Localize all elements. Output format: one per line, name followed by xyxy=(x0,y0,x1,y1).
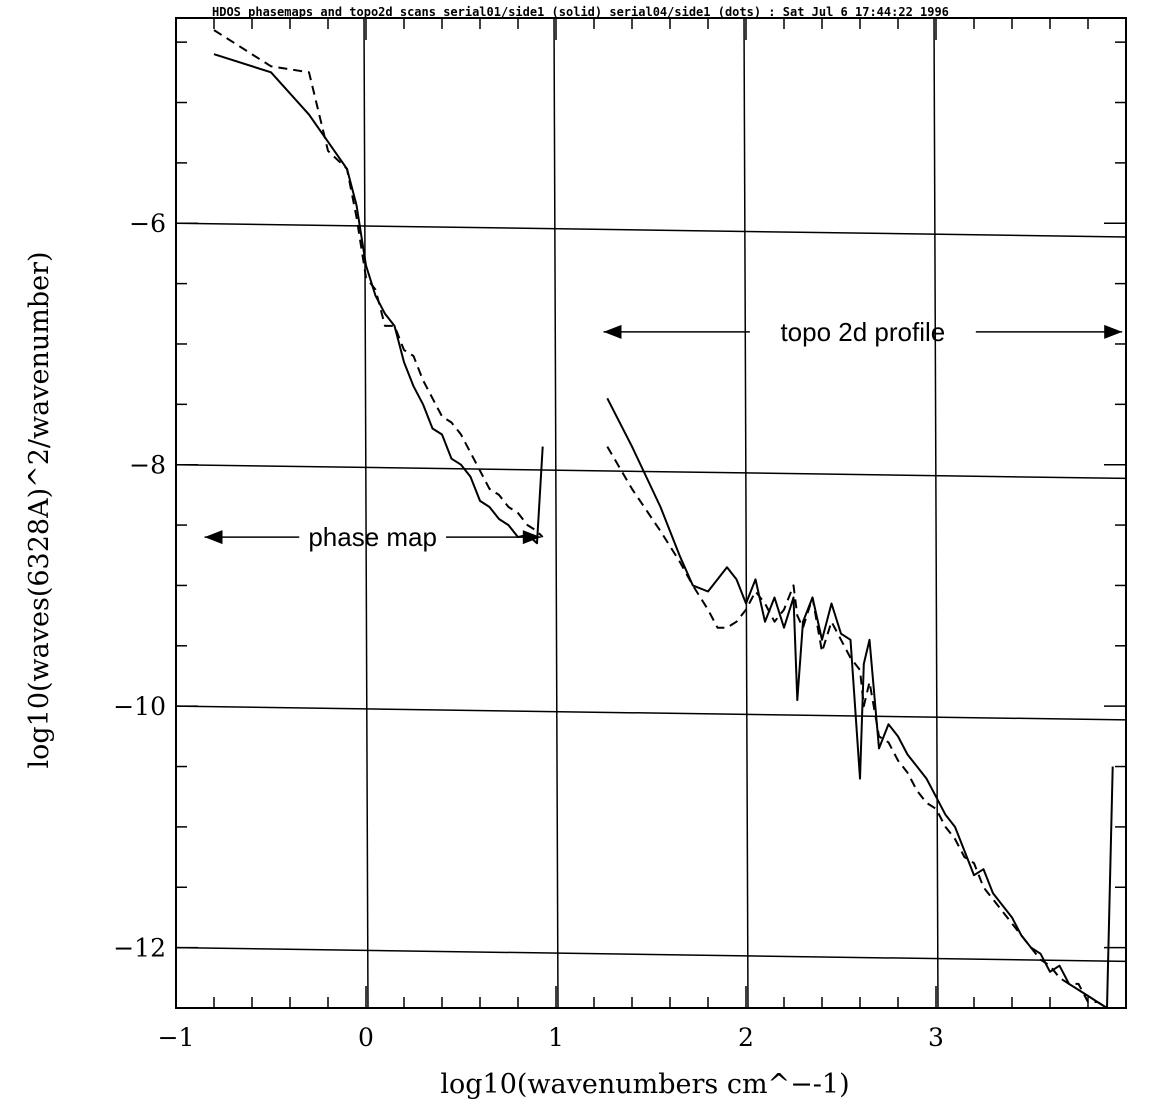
arrow-head xyxy=(204,530,223,545)
y-tick-label: −8 xyxy=(129,451,166,480)
series-solid-line xyxy=(606,397,1114,1009)
annotation-label: phase map xyxy=(308,522,437,552)
y-axis-label: log10(waves(6328A)^2/wavenumber) xyxy=(24,251,55,768)
x-grid-line xyxy=(743,17,749,1009)
axis-tick-labels: −1 0 1 2 3−6−8−10−12 xyxy=(113,209,944,1052)
x-tick-label: 1 xyxy=(548,1023,564,1052)
plot-frame xyxy=(175,17,1127,1009)
y-grid-line xyxy=(175,463,1127,480)
x-grid-line xyxy=(553,17,559,1009)
series-solid-line xyxy=(213,53,544,545)
series-dashed-line xyxy=(606,446,1108,1009)
annotation-arrow: topo 2d profile xyxy=(603,317,1123,347)
x-grid-line xyxy=(933,17,939,1009)
y-grid-line xyxy=(175,705,1127,721)
arrow-head xyxy=(1104,324,1123,339)
chart-title: HDOS phasemaps and topo2d scans serial01… xyxy=(212,5,949,19)
y-grid-line xyxy=(175,946,1127,963)
annotation-label: topo 2d profile xyxy=(780,317,945,347)
y-tick-label: −6 xyxy=(129,209,166,238)
arrow-head xyxy=(603,324,622,339)
grid-lines xyxy=(175,17,1127,1009)
x-tick-label: 2 xyxy=(738,1023,754,1052)
arrow-head xyxy=(522,530,541,545)
x-axis-label: log10(wavenumbers cm^−-1) xyxy=(440,1069,849,1100)
x-grid-line xyxy=(363,17,369,1009)
y-tick-label: −12 xyxy=(113,934,166,963)
x-tick-label: −1 xyxy=(158,1023,195,1052)
y-grid-line xyxy=(175,222,1127,238)
axis-ticks xyxy=(175,18,1127,1008)
x-tick-label: 3 xyxy=(928,1023,944,1052)
annotations: phase map topo 2d profile xyxy=(204,317,1123,552)
series-dashed-line xyxy=(213,29,544,538)
x-tick-label: 0 xyxy=(358,1023,374,1052)
y-tick-label: −10 xyxy=(113,692,166,721)
annotation-arrow: phase map xyxy=(204,522,541,552)
series-lines xyxy=(213,29,1114,1009)
